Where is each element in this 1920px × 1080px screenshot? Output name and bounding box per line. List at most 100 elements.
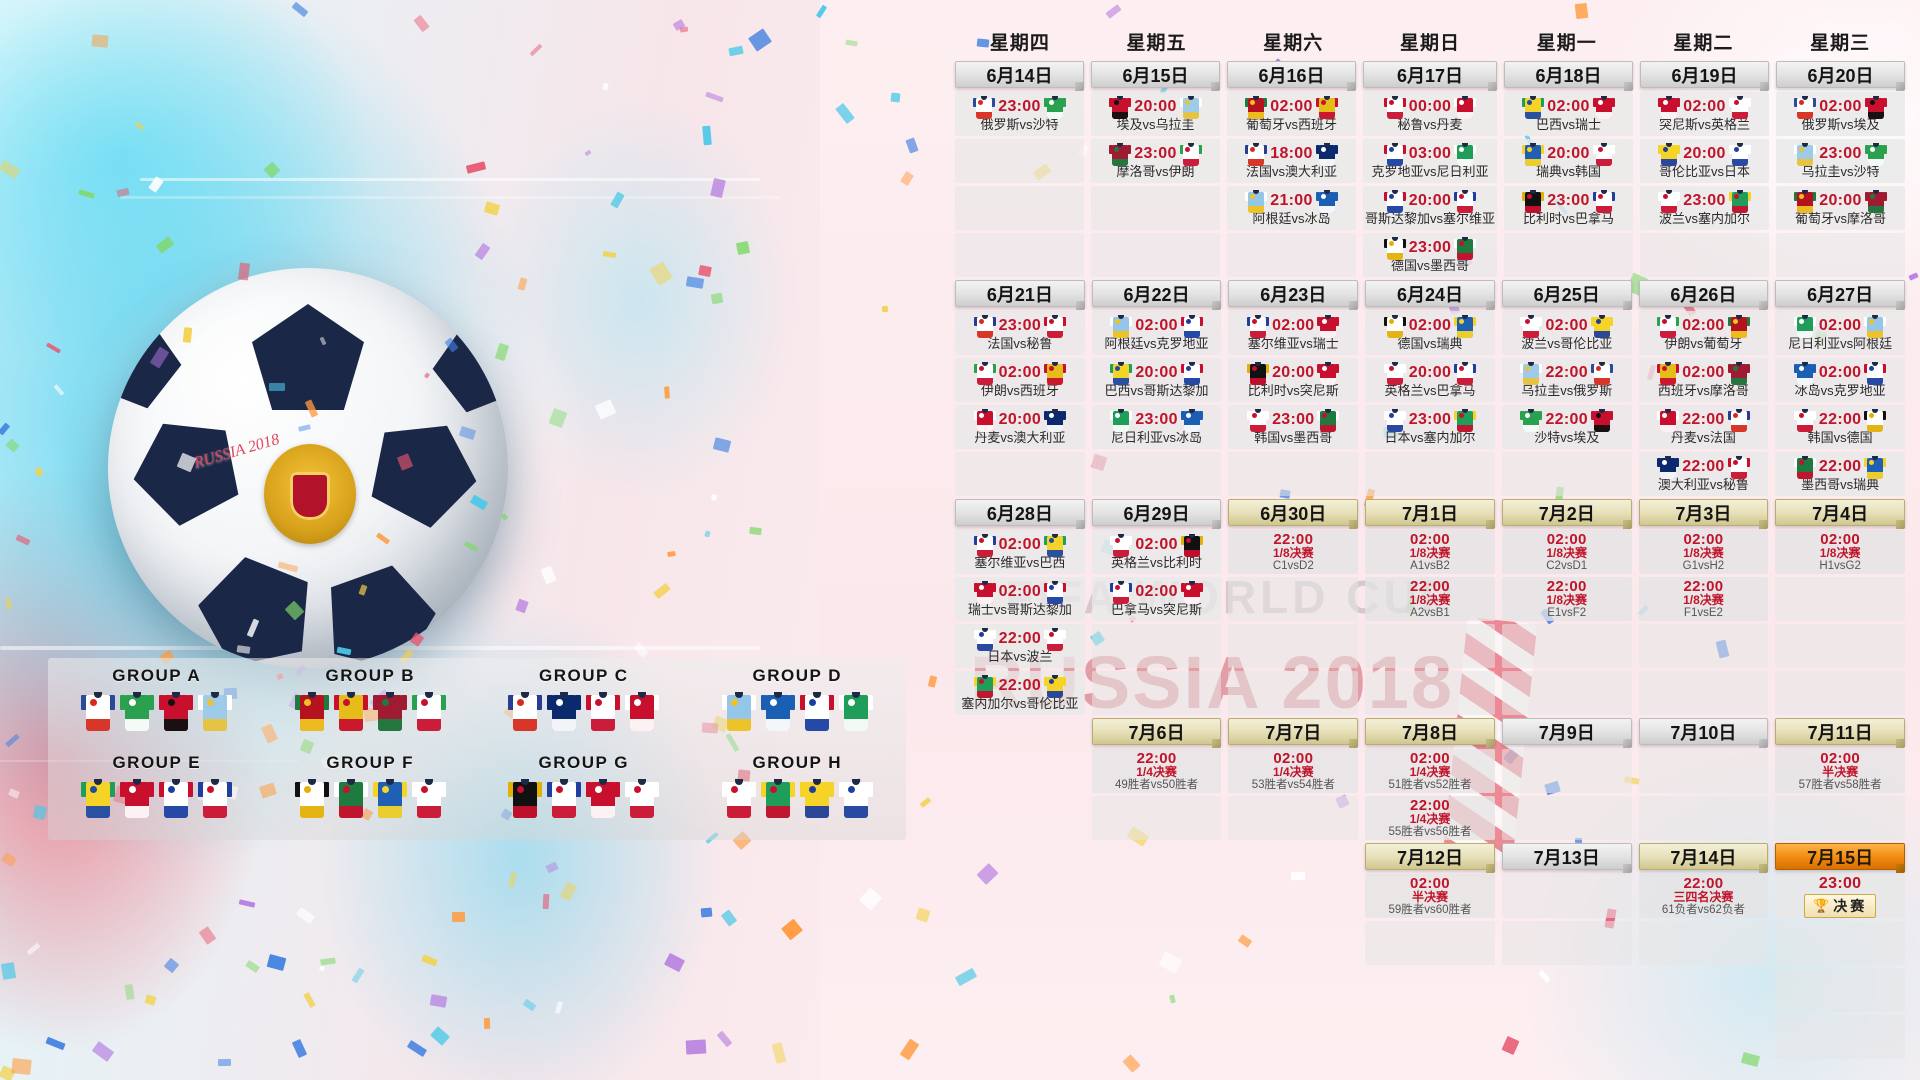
date-label-7月9日[interactable]: 7月9日 — [1501, 718, 1632, 748]
match-cell[interactable]: 03:00 克罗地亚vs尼日利亚 — [1362, 139, 1497, 183]
date-label-7月4日[interactable]: 7月4日 — [1775, 499, 1905, 529]
date-label-6月14日[interactable]: 6月14日 — [955, 61, 1084, 91]
match-cell[interactable]: 00:00 秘鲁vs丹麦 — [1362, 92, 1497, 136]
match-cell[interactable]: 23:00 比利时vs巴拿马 — [1504, 186, 1633, 230]
date-label-6月26日[interactable]: 6月26日 — [1638, 280, 1769, 310]
match-cell[interactable]: 22:00 塞内加尔vs哥伦比亚 — [955, 671, 1085, 715]
match-cell[interactable]: 02:00 阿根廷vs克罗地亚 — [1091, 311, 1222, 355]
match-cell[interactable]: 23:00 尼日利亚vs冰岛 — [1091, 405, 1222, 449]
date-label-7月2日[interactable]: 7月2日 — [1501, 499, 1632, 529]
match-cell[interactable]: 23:00 法国vs秘鲁 — [955, 311, 1085, 355]
match-cell[interactable]: 20:00 哥伦比亚vs日本 — [1640, 139, 1769, 183]
date-label-6月15日[interactable]: 6月15日 — [1090, 61, 1220, 91]
match-cell[interactable]: 02:00 巴西vs瑞士 — [1504, 92, 1633, 136]
match-cell[interactable]: 22:00 1/4决赛 55胜者vs56胜者 — [1365, 796, 1495, 840]
match-cell[interactable]: 02:00 葡萄牙vs西班牙 — [1226, 92, 1356, 136]
match-cell[interactable]: 02:00 1/8决赛 A1vsB2 — [1365, 530, 1495, 574]
match-cell[interactable]: 20:00 瑞典vs韩国 — [1504, 139, 1633, 183]
match-cell[interactable]: 02:00 塞尔维亚vs瑞士 — [1228, 311, 1359, 355]
match-cell[interactable]: 02:00 伊朗vs西班牙 — [955, 358, 1085, 402]
match-cell[interactable]: 02:00 1/4决赛 53胜者vs54胜者 — [1228, 749, 1359, 793]
match-cell[interactable]: 21:00 阿根廷vs冰岛 — [1226, 186, 1356, 230]
date-label-6月18日[interactable]: 6月18日 — [1504, 61, 1633, 91]
date-label-7月6日[interactable]: 7月6日 — [1091, 718, 1222, 748]
group-card-G[interactable]: GROUP G — [479, 751, 689, 834]
date-label-6月30日[interactable]: 6月30日 — [1228, 499, 1359, 529]
match-cell[interactable]: 22:00 澳大利亚vs秘鲁 — [1638, 452, 1769, 496]
match-cell[interactable]: 02:00 1/8决赛 H1vsG2 — [1775, 530, 1905, 574]
date-label-6月19日[interactable]: 6月19日 — [1640, 61, 1769, 91]
match-cell[interactable]: 22:00 沙特vs埃及 — [1501, 405, 1632, 449]
group-card-A[interactable]: GROUP A — [52, 664, 262, 747]
match-cell[interactable]: 18:00 法国vs澳大利亚 — [1226, 139, 1356, 183]
match-cell[interactable]: 02:00 1/8决赛 G1vsH2 — [1638, 530, 1769, 574]
date-label-7月12日[interactable]: 7月12日 — [1365, 843, 1495, 873]
date-label-6月17日[interactable]: 6月17日 — [1362, 61, 1498, 91]
match-cell[interactable]: 02:00 1/8决赛 C2vsD1 — [1501, 530, 1632, 574]
match-cell[interactable]: 22:00 1/8决赛 E1vsF2 — [1501, 577, 1632, 621]
match-cell[interactable]: 22:00 韩国vs德国 — [1775, 405, 1905, 449]
group-card-F[interactable]: GROUP F — [266, 751, 476, 834]
match-cell[interactable]: 20:00 哥斯达黎加vs塞尔维亚 — [1362, 186, 1497, 230]
date-label-6月28日[interactable]: 6月28日 — [955, 499, 1085, 529]
match-cell[interactable]: 02:00 英格兰vs比利时 — [1091, 530, 1222, 574]
date-label-6月25日[interactable]: 6月25日 — [1501, 280, 1632, 310]
match-cell[interactable]: 02:00 冰岛vs克罗地亚 — [1775, 358, 1905, 402]
match-cell[interactable]: 02:00 半决赛 59胜者vs60胜者 — [1365, 874, 1495, 918]
match-cell[interactable]: 23:00 摩洛哥vs伊朗 — [1090, 139, 1220, 183]
group-card-D[interactable]: GROUP D — [693, 664, 903, 747]
date-label-7月10日[interactable]: 7月10日 — [1638, 718, 1769, 748]
match-cell[interactable]: 22:00 1/8决赛 C1vsD2 — [1228, 530, 1359, 574]
date-label-7月13日[interactable]: 7月13日 — [1501, 843, 1632, 873]
match-cell[interactable]: 22:00 1/8决赛 F1vsE2 — [1638, 577, 1769, 621]
date-label-7月14日[interactable]: 7月14日 — [1638, 843, 1769, 873]
match-cell[interactable]: 23:00 日本vs塞内加尔 — [1365, 405, 1495, 449]
match-cell[interactable]: 02:00 半决赛 57胜者vs58胜者 — [1775, 749, 1905, 793]
match-cell[interactable]: 22:00 墨西哥vs瑞典 — [1775, 452, 1905, 496]
match-cell[interactable]: 02:00 塞尔维亚vs巴西 — [955, 530, 1085, 574]
date-label-6月21日[interactable]: 6月21日 — [955, 280, 1085, 310]
match-cell[interactable]: 02:00 俄罗斯vs埃及 — [1776, 92, 1905, 136]
match-cell[interactable]: 02:00 德国vs瑞典 — [1365, 311, 1495, 355]
date-label-7月1日[interactable]: 7月1日 — [1365, 499, 1495, 529]
match-cell[interactable]: 02:00 波兰vs哥伦比亚 — [1501, 311, 1632, 355]
match-cell[interactable]: 02:00 伊朗vs葡萄牙 — [1638, 311, 1769, 355]
group-card-C[interactable]: GROUP C — [479, 664, 689, 747]
date-label-6月22日[interactable]: 6月22日 — [1091, 280, 1222, 310]
group-card-H[interactable]: GROUP H — [693, 751, 903, 834]
date-label-6月24日[interactable]: 6月24日 — [1365, 280, 1495, 310]
match-cell[interactable]: 02:00 突尼斯vs英格兰 — [1640, 92, 1769, 136]
date-label-7月3日[interactable]: 7月3日 — [1638, 499, 1769, 529]
match-cell[interactable]: 22:00 丹麦vs法国 — [1638, 405, 1769, 449]
match-cell[interactable]: 02:00 瑞士vs哥斯达黎加 — [955, 577, 1085, 621]
match-cell[interactable]: 23:00 韩国vs墨西哥 — [1228, 405, 1359, 449]
match-cell[interactable]: 02:00 1/4决赛 51胜者vs52胜者 — [1365, 749, 1495, 793]
date-label-7月11日[interactable]: 7月11日 — [1775, 718, 1905, 748]
match-cell[interactable]: 20:00 英格兰vs巴拿马 — [1365, 358, 1495, 402]
match-cell[interactable]: 20:00 巴西vs哥斯达黎加 — [1091, 358, 1222, 402]
match-cell[interactable]: 20:00 比利时vs突尼斯 — [1228, 358, 1359, 402]
match-cell[interactable]: 23:00 乌拉圭vs沙特 — [1776, 139, 1905, 183]
date-label-6月23日[interactable]: 6月23日 — [1228, 280, 1359, 310]
date-label-7月7日[interactable]: 7月7日 — [1228, 718, 1359, 748]
match-cell[interactable]: 22:00 三四名决赛 61负者vs62负者 — [1638, 874, 1769, 918]
date-label-7月8日[interactable]: 7月8日 — [1365, 718, 1495, 748]
match-cell[interactable]: 22:00 日本vs波兰 — [955, 624, 1085, 668]
date-label-6月20日[interactable]: 6月20日 — [1776, 61, 1905, 91]
match-cell[interactable]: 23:00 德国vs墨西哥 — [1362, 233, 1497, 277]
match-cell[interactable]: 22:00 乌拉圭vs俄罗斯 — [1501, 358, 1632, 402]
date-label-6月16日[interactable]: 6月16日 — [1226, 61, 1356, 91]
match-cell[interactable]: 02:00 巴拿马vs突尼斯 — [1091, 577, 1222, 621]
date-label-6月29日[interactable]: 6月29日 — [1091, 499, 1222, 529]
date-label-6月27日[interactable]: 6月27日 — [1775, 280, 1905, 310]
match-cell[interactable]: 20:00 丹麦vs澳大利亚 — [955, 405, 1085, 449]
group-card-E[interactable]: GROUP E — [52, 751, 262, 834]
group-card-B[interactable]: GROUP B — [266, 664, 476, 747]
final-match-cell[interactable]: 23:00 🏆 决赛 — [1775, 874, 1905, 918]
match-cell[interactable]: 23:00 俄罗斯vs沙特 — [955, 92, 1084, 136]
match-cell[interactable]: 22:00 1/8决赛 A2vsB1 — [1365, 577, 1495, 621]
match-cell[interactable]: 20:00 埃及vs乌拉圭 — [1090, 92, 1220, 136]
match-cell[interactable]: 20:00 葡萄牙vs摩洛哥 — [1776, 186, 1905, 230]
match-cell[interactable]: 02:00 西班牙vs摩洛哥 — [1638, 358, 1769, 402]
match-cell[interactable]: 02:00 尼日利亚vs阿根廷 — [1775, 311, 1905, 355]
